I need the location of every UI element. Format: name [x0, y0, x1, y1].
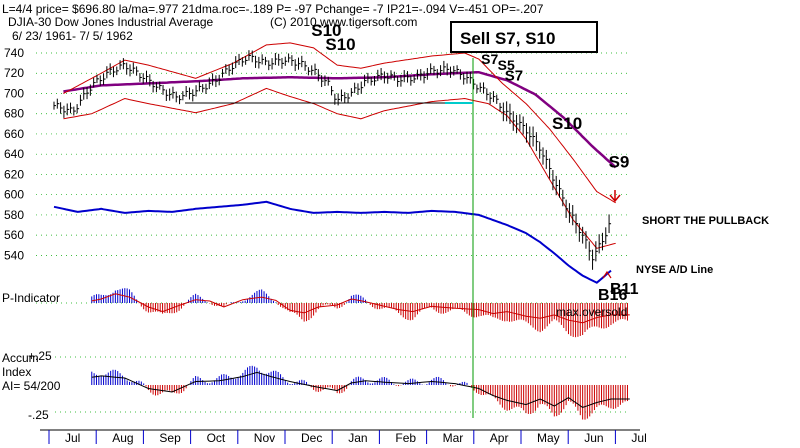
y-tick-label: 660: [4, 127, 24, 141]
accum-ma-line: [91, 371, 630, 408]
month-label: Nov: [254, 431, 275, 445]
b16-label: B16: [598, 287, 627, 304]
month-label: Mar: [443, 431, 464, 445]
y-tick-label: 600: [4, 188, 24, 202]
signal-label: S10: [311, 21, 341, 40]
accum-title-3: AI= 54/200: [2, 379, 61, 393]
sell-signal-box: [450, 21, 598, 53]
nyse-ad-label: NYSE A/D Line: [636, 264, 713, 276]
y-tick-label: 560: [4, 228, 24, 242]
month-label: Jul: [631, 431, 646, 445]
month-label: Oct: [207, 431, 226, 445]
month-label: Feb: [395, 431, 416, 445]
month-label: Apr: [490, 431, 509, 445]
accum-title-2: Index: [2, 365, 31, 379]
series-upper-band: [63, 42, 616, 204]
month-label: May: [537, 431, 560, 445]
signal-label: S9: [609, 152, 630, 171]
y-tick-label: 740: [4, 46, 24, 60]
copyright: (C) 2010 www.tigersoft.com: [270, 15, 417, 29]
series-moving-average: [63, 70, 617, 169]
signal-label: S10: [552, 114, 582, 133]
p-indicator-ma-line: [91, 293, 630, 324]
month-label: Jul: [65, 431, 80, 445]
sell-arrow-icon: [609, 190, 621, 203]
series-lower-band: [63, 87, 616, 249]
accum-title-1: Accum: [2, 351, 39, 365]
short-pullback-label: SHORT THE PULLBACK: [642, 215, 769, 227]
buy-arrow-icon: [602, 270, 612, 279]
month-label: Jun: [584, 431, 603, 445]
series-lines: [53, 42, 630, 408]
y-tick-label: 680: [4, 107, 24, 121]
y-tick-label: 620: [4, 167, 24, 181]
price-bars: [53, 50, 612, 270]
accum-plus-tick: +.25: [28, 349, 52, 363]
max-oversold-label: max.oversold: [556, 305, 627, 319]
signal-label: S7: [505, 67, 523, 84]
month-label: Jan: [348, 431, 367, 445]
y-tick-label: 640: [4, 147, 24, 161]
y-tick-label: 700: [4, 86, 24, 100]
date-range: 6/ 23/ 1961- 7/ 5/ 1962: [12, 29, 133, 43]
chart-title: DJIA-30 Dow Jones Industrial Average: [8, 15, 214, 29]
p-indicator-title: P-Indicator: [2, 291, 60, 305]
signal-label: S7: [481, 51, 498, 67]
sell-signal-text: Sell S7, S10: [460, 29, 555, 48]
series-nyse-a-d-line: [53, 200, 612, 284]
month-label: Dec: [301, 431, 322, 445]
grid-lines: [36, 52, 630, 413]
signal-label: S10: [325, 35, 355, 54]
y-tick-label: 720: [4, 66, 24, 80]
header-stats: L=4/4 price= $696.80 la/ma=.977 21dma.ro…: [2, 2, 544, 16]
b11-label: B11: [610, 281, 639, 298]
y-tick-label: 580: [4, 208, 24, 222]
accum-minus-tick: -.25: [28, 408, 49, 422]
y-axis-ticks: 740 720 700 680 660 640 620 600 580 560 540: [4, 46, 24, 262]
month-label: Sep: [159, 431, 181, 445]
month-label: Aug: [112, 431, 133, 445]
y-tick-label: 540: [4, 248, 24, 262]
signal-label: S5: [498, 57, 515, 73]
month-axis: Jul Aug Sep Oct Nov Dec Jan Feb Mar Apr May Jun Jul: [48, 430, 647, 445]
